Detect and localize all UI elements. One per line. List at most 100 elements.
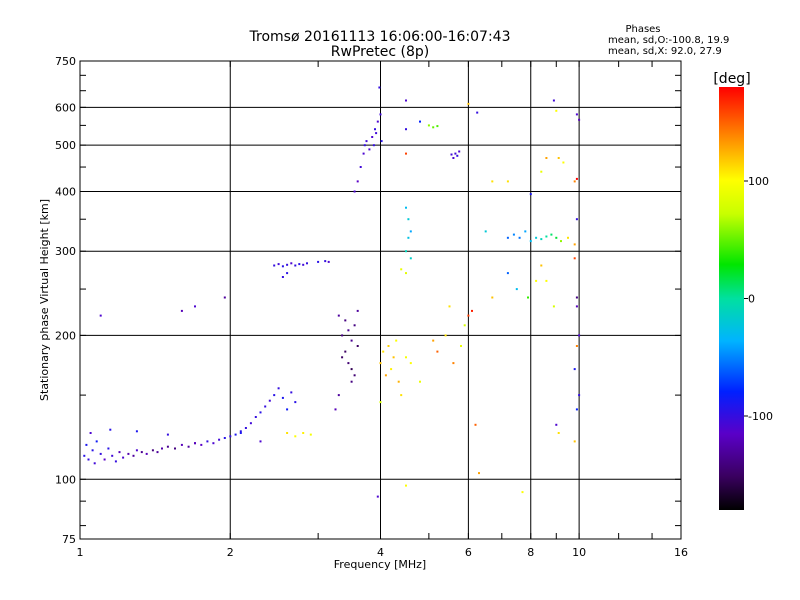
data-point — [95, 440, 98, 443]
x-tick-label: 1 — [77, 546, 84, 559]
data-point — [380, 140, 383, 143]
data-point — [347, 329, 350, 332]
data-point — [405, 128, 407, 131]
data-point — [454, 152, 457, 155]
data-point — [259, 440, 262, 443]
data-point — [436, 350, 439, 353]
data-point — [281, 396, 284, 399]
data-point — [458, 150, 461, 153]
data-point — [99, 314, 102, 317]
data-point — [356, 345, 359, 347]
data-point — [560, 240, 562, 243]
data-point — [387, 345, 390, 347]
x-tick-label: 6 — [465, 546, 472, 559]
data-point — [405, 152, 407, 155]
data-point — [540, 264, 543, 267]
y-tick-labels: 750 600 500 400 300 200 100 75 — [55, 55, 76, 546]
data-point — [277, 387, 280, 390]
stats-o-line: mean, sd,O:-100.8, 19.9 — [608, 35, 729, 46]
data-point — [327, 260, 330, 263]
data-point — [93, 462, 96, 465]
data-point — [518, 236, 521, 239]
data-point — [405, 484, 407, 487]
data-point — [337, 394, 340, 397]
data-point — [578, 118, 581, 121]
data-point — [249, 422, 252, 425]
data-point — [371, 136, 374, 138]
data-point — [545, 279, 548, 282]
data-point — [456, 154, 459, 157]
data-point — [362, 152, 365, 155]
data-point — [555, 109, 558, 112]
data-point — [259, 411, 262, 414]
data-point — [407, 218, 410, 221]
data-point — [573, 368, 576, 371]
y-tick-label: 100 — [55, 473, 76, 486]
scatter-points — [83, 86, 581, 498]
data-point — [375, 132, 378, 135]
stats-x-line: mean, sd,X: 92.0, 27.9 — [608, 46, 722, 57]
data-point — [448, 305, 451, 308]
y-axis-label: Stationary phase Virtual Height [km] — [38, 199, 51, 401]
data-point — [529, 193, 532, 196]
data-point — [127, 452, 130, 455]
data-point — [419, 120, 421, 123]
data-point — [350, 339, 353, 342]
data-point — [122, 456, 125, 459]
data-point — [578, 394, 581, 397]
data-point — [363, 144, 366, 147]
data-point — [382, 350, 385, 353]
x-tick-label: 4 — [377, 546, 384, 559]
data-point — [337, 314, 340, 317]
data-point — [527, 296, 529, 299]
chart-subtitle: RwPretec (8p) — [331, 44, 429, 60]
data-point — [376, 120, 379, 123]
data-point — [379, 401, 382, 404]
data-point — [180, 443, 183, 446]
colorbar-ticks: 100 0 -100 — [744, 175, 773, 423]
data-point — [409, 257, 412, 260]
data-point — [374, 128, 376, 131]
y-tick-label: 75 — [62, 533, 76, 546]
data-point — [557, 432, 560, 434]
data-point — [286, 408, 289, 411]
data-point — [540, 170, 543, 173]
data-point — [552, 99, 555, 102]
data-point — [545, 235, 548, 238]
colorbar-tick-label: -100 — [748, 410, 773, 423]
data-point — [103, 458, 106, 461]
data-point — [180, 309, 183, 312]
data-point — [298, 263, 301, 266]
data-point — [400, 268, 403, 271]
data-point — [353, 324, 356, 327]
data-point — [395, 339, 398, 342]
data-point — [478, 472, 480, 475]
data-point — [294, 435, 297, 438]
data-point — [405, 250, 407, 253]
data-point — [145, 452, 148, 455]
data-point — [151, 449, 154, 452]
data-point — [384, 374, 387, 377]
data-point — [379, 362, 382, 365]
data-point — [294, 401, 297, 404]
data-point — [573, 440, 576, 443]
data-point — [290, 262, 293, 265]
data-point — [575, 218, 578, 221]
data-point — [218, 438, 221, 441]
data-point — [91, 449, 94, 452]
data-point — [575, 296, 578, 299]
data-point — [409, 362, 412, 365]
y-tick-label: 600 — [55, 101, 76, 114]
data-point — [535, 279, 538, 282]
data-point — [334, 408, 337, 411]
data-point — [409, 230, 412, 233]
data-point — [557, 157, 560, 159]
y-tick-label: 300 — [55, 245, 76, 258]
data-point — [476, 111, 479, 114]
data-point — [223, 437, 226, 439]
data-point — [268, 399, 271, 402]
data-point — [463, 324, 466, 327]
x-axis-label: Frequency [MHz] — [334, 558, 426, 571]
data-point — [194, 305, 196, 308]
data-point — [575, 177, 578, 180]
